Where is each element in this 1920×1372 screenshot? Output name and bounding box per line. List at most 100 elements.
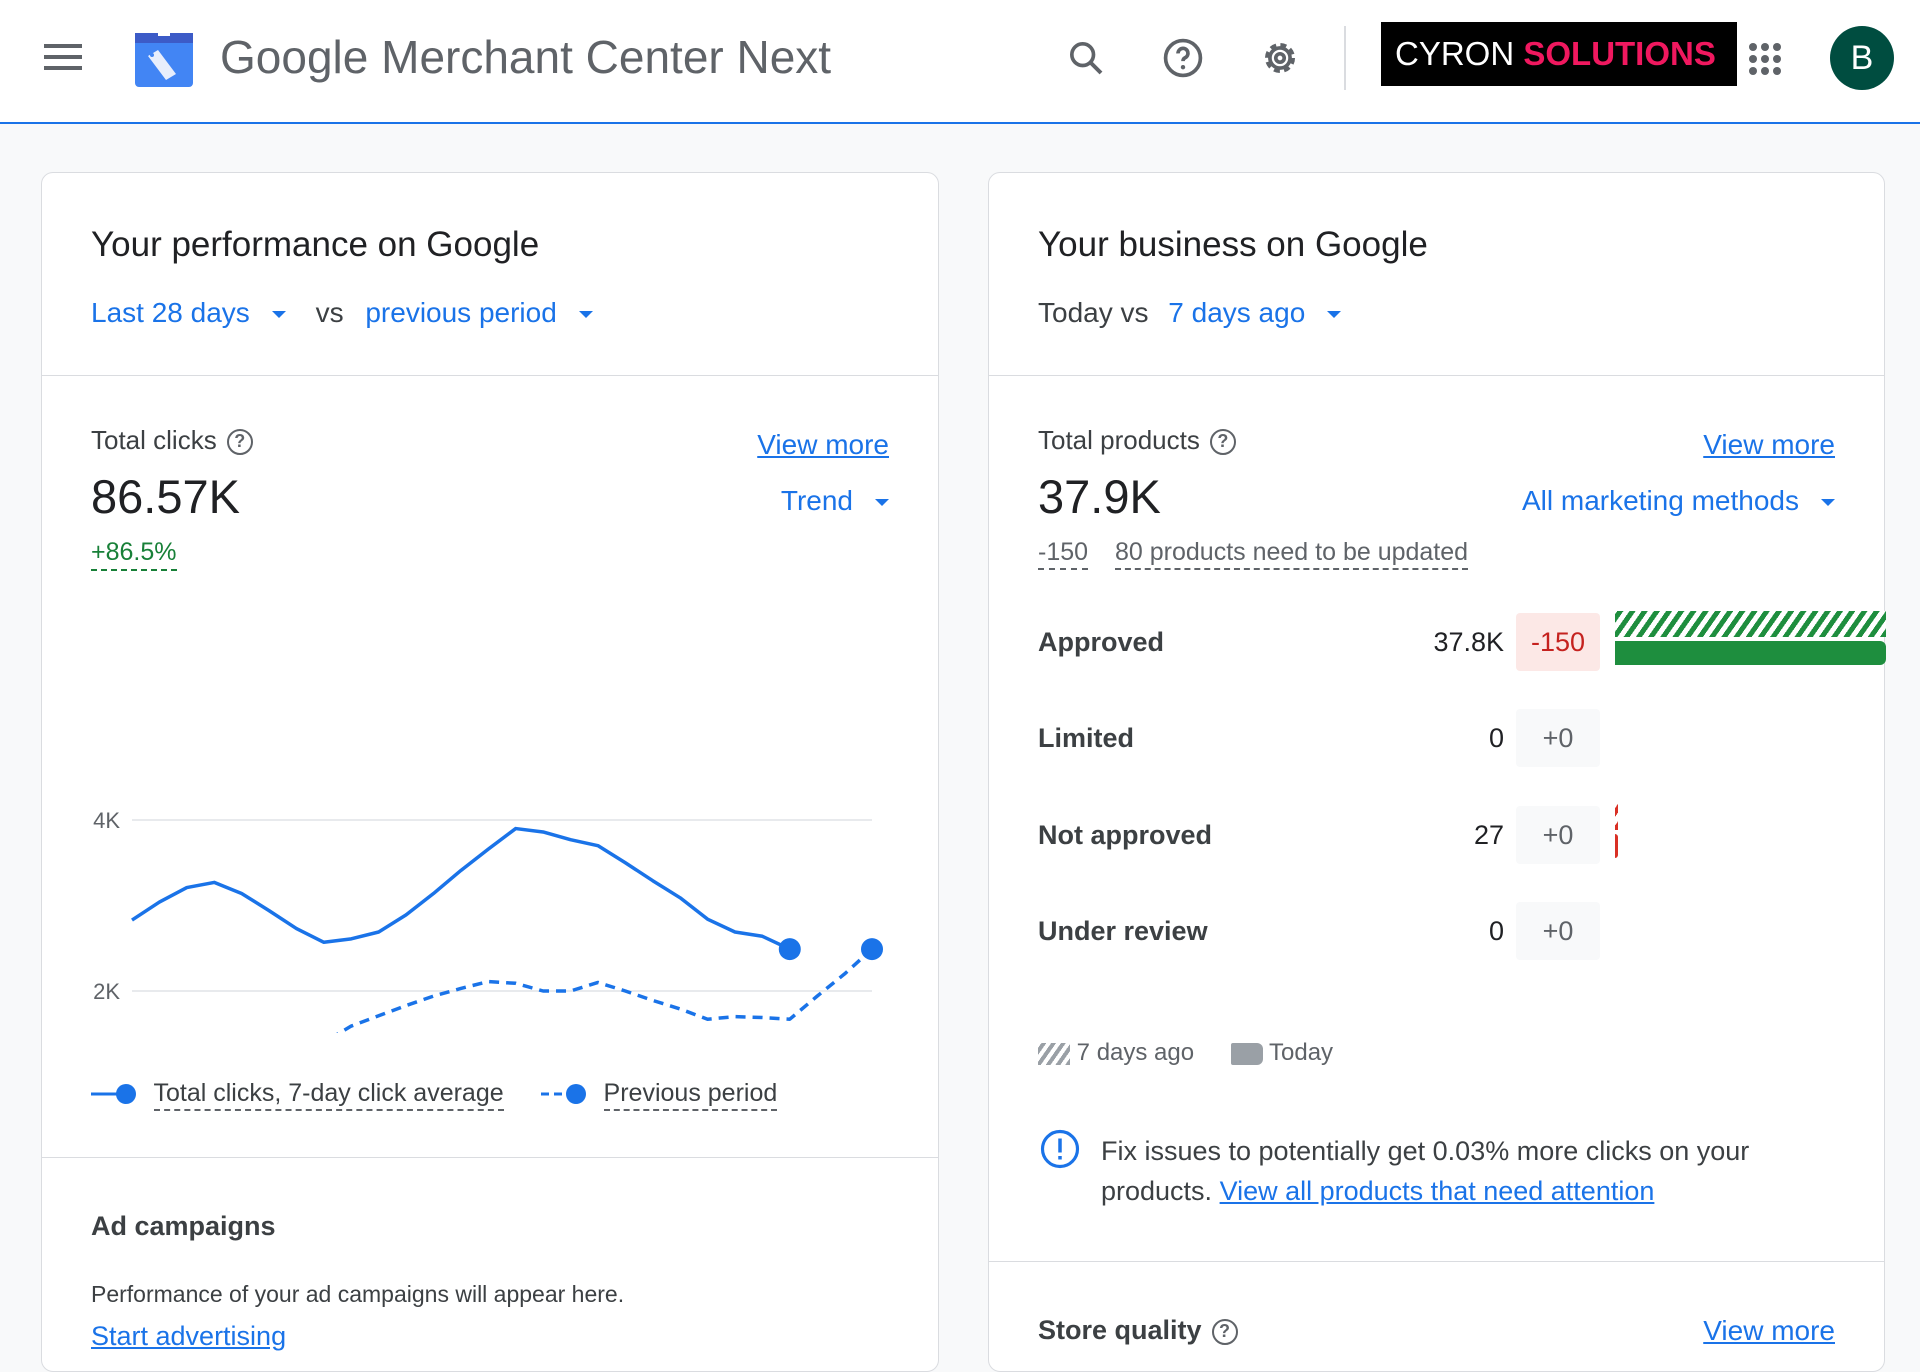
divider: [989, 1261, 1884, 1262]
previous-end-point: [861, 938, 883, 961]
metric-label-text: Total products: [1038, 425, 1200, 455]
comparison-selector: Today vs 7 days ago: [1038, 297, 1342, 329]
info-icon: [1040, 1129, 1080, 1169]
status-value: 27: [1473, 820, 1504, 850]
ad-campaigns-title: Ad campaigns: [91, 1211, 276, 1241]
status-label: Under review: [1038, 916, 1208, 946]
legend-current-label: Total clicks, 7-day click average: [153, 1079, 504, 1111]
chart-legend: Total clicks, 7-day click average Previo…: [91, 1079, 778, 1111]
legend-item-previous[interactable]: Previous period: [540, 1079, 778, 1111]
status-label: Not approved: [1038, 820, 1213, 850]
status-delta: +0: [1516, 806, 1600, 864]
status-delta: +0: [1516, 902, 1600, 960]
y-tick-label: 4K: [93, 808, 120, 833]
status-row[interactable]: Under review 0 +0: [1038, 902, 1838, 962]
info-message: Fix issues to potentially get 0.03% more…: [1101, 1131, 1841, 1211]
compare-dropdown[interactable]: previous period: [365, 297, 593, 328]
top-app-bar: Google Merchant Center Next CYRON SOLUTI…: [0, 0, 1920, 124]
search-icon[interactable]: [1066, 38, 1106, 78]
bar-legend: 7 days ago Today: [1038, 1039, 1333, 1067]
striped-swatch-icon: [1038, 1042, 1070, 1065]
card-title: Your business on Google: [1038, 225, 1428, 264]
caret-down-icon: [578, 311, 593, 319]
metric-value: 86.57K: [91, 470, 240, 523]
status-value: 0: [1488, 916, 1504, 946]
status-row[interactable]: Approved 37.8K -150: [1038, 611, 1886, 673]
account-logo[interactable]: CYRON SOLUTIONS: [1381, 22, 1737, 86]
y-tick-label: 2K: [93, 979, 120, 1004]
ad-campaigns-text: Performance of your ad campaigns will ap…: [91, 1281, 625, 1307]
current-end-point: [778, 938, 801, 961]
metric-value: 37.9K: [1038, 470, 1161, 523]
compare-label: previous period: [365, 297, 557, 328]
metric-label-text: Total clicks: [91, 425, 217, 455]
status-bar-today: [1615, 641, 1886, 665]
metric-change-row: -150 80 products need to be updated: [1038, 538, 1469, 570]
legend-today-label: Today: [1269, 1039, 1334, 1066]
status-value: 0: [1488, 723, 1504, 753]
help-icon[interactable]: ?: [226, 429, 253, 456]
view-attention-products-link[interactable]: View all products that need attention: [1219, 1176, 1655, 1206]
performance-card: Your performance on Google Last 28 days …: [41, 172, 939, 1372]
merchant-center-logo-icon: [135, 30, 193, 87]
solid-swatch-icon: [1230, 1042, 1263, 1065]
status-bar-past: [1615, 804, 1618, 830]
help-icon[interactable]: ?: [1209, 429, 1236, 456]
metric-label: Total products?: [1038, 425, 1236, 456]
status-delta: -150: [1516, 613, 1600, 671]
divider: [42, 375, 938, 376]
gear-icon[interactable]: [1258, 36, 1302, 80]
current-period-line: [131, 826, 791, 951]
status-label: Approved: [1038, 627, 1165, 657]
info-text: Fix issues to potentially get 0.03% more…: [1101, 1136, 1750, 1206]
marketing-method-dropdown[interactable]: All marketing methods: [1522, 485, 1835, 517]
start-advertising-link[interactable]: Start advertising: [91, 1321, 287, 1351]
menu-icon[interactable]: [44, 44, 82, 74]
apps-icon[interactable]: [1748, 42, 1782, 76]
date-range-selector: Last 28 days vs previous period: [91, 297, 593, 329]
range-label: Last 28 days: [91, 297, 250, 328]
range-dropdown[interactable]: Last 28 days: [91, 297, 286, 328]
need-update-link[interactable]: 80 products need to be updated: [1115, 538, 1469, 570]
view-more-link[interactable]: View more: [1703, 429, 1835, 460]
metric-change: +86.5%: [91, 538, 177, 571]
store-quality-view-more[interactable]: View more: [1703, 1315, 1835, 1346]
marketing-method-label: All marketing methods: [1521, 485, 1799, 516]
help-icon[interactable]: [1161, 36, 1205, 80]
logo-text-accent: SOLUTIONS: [1523, 35, 1716, 72]
today-vs-label: Today vs: [1038, 297, 1149, 328]
compare-label: 7 days ago: [1168, 297, 1306, 328]
legend-item-current[interactable]: Total clicks, 7-day click average: [91, 1079, 511, 1111]
caret-down-icon: [875, 499, 889, 507]
avatar[interactable]: B: [1830, 26, 1894, 90]
card-title: Your performance on Google: [91, 225, 540, 264]
header-divider: [1344, 26, 1346, 90]
chart-mode-label: Trend: [780, 485, 853, 516]
vs-label: vs: [315, 297, 344, 328]
store-quality-title: Store quality?: [1038, 1315, 1238, 1346]
clicks-line-chart: 02K4KMay 12, 2025Jun 8, 2025: [93, 808, 883, 1033]
divider: [989, 375, 1884, 376]
status-delta: +0: [1516, 709, 1600, 767]
help-icon[interactable]: ?: [1211, 1318, 1238, 1345]
status-label: Limited: [1038, 723, 1135, 753]
caret-down-icon: [1327, 311, 1342, 319]
status-row[interactable]: Not approved 27 +0: [1038, 804, 1838, 866]
divider: [42, 1157, 938, 1158]
metric-label: Total clicks?: [91, 425, 253, 456]
chart-mode-dropdown[interactable]: Trend: [781, 485, 889, 517]
status-row[interactable]: Limited 0 +0: [1038, 709, 1838, 769]
legend-previous-label: Previous period: [603, 1079, 778, 1111]
metric-change: -150: [1038, 538, 1089, 570]
status-bar-past: [1615, 611, 1886, 637]
logo-text: CYRON: [1395, 35, 1515, 72]
compare-dropdown[interactable]: 7 days ago: [1168, 297, 1342, 328]
legend-past-label: 7 days ago: [1076, 1039, 1195, 1066]
caret-down-icon: [271, 311, 286, 319]
solid-line-dot-icon: [91, 1084, 136, 1105]
product-name: Merchant Center Next: [381, 31, 832, 83]
business-card: Your business on Google Today vs 7 days …: [988, 172, 1886, 1372]
dashed-line-dot-icon: [540, 1084, 586, 1105]
view-more-link[interactable]: View more: [757, 429, 889, 460]
status-bar-today: [1615, 834, 1618, 858]
